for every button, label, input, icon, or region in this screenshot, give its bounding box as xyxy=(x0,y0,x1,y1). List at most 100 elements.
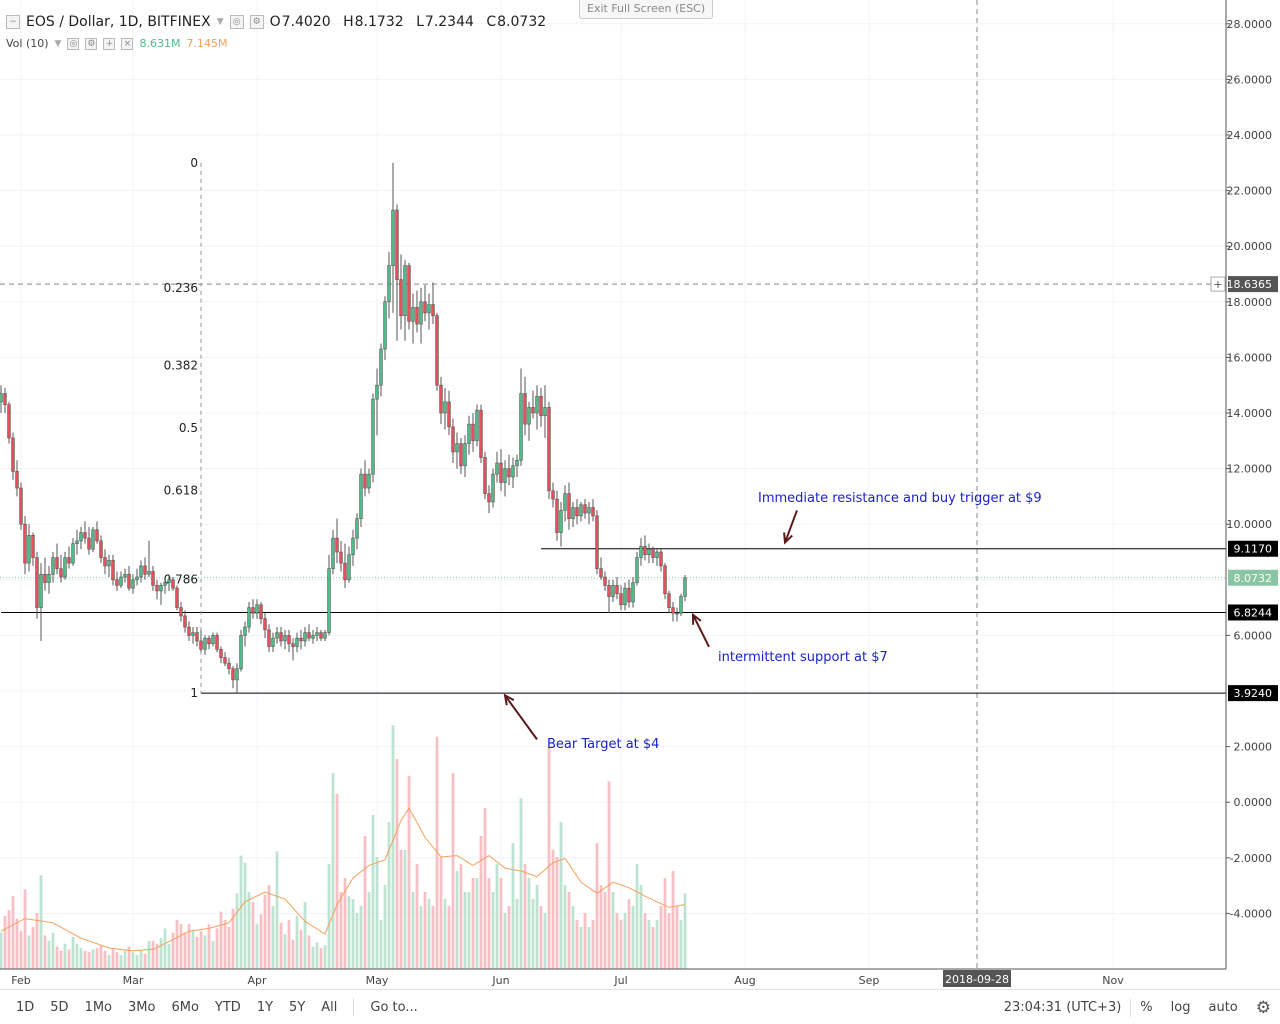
line-price-label: 6.8244 xyxy=(1234,606,1273,619)
add-icon[interactable]: + xyxy=(103,37,116,50)
candle-body xyxy=(443,401,447,414)
timeframe-1d[interactable]: 1D xyxy=(16,999,35,1015)
candle-body xyxy=(595,515,599,569)
candle xyxy=(611,579,615,603)
candle-body xyxy=(115,579,119,586)
candle-body xyxy=(475,409,479,442)
candle-body xyxy=(267,629,271,647)
volume-bar xyxy=(331,773,335,969)
candle xyxy=(27,524,31,572)
timeframe-1mo[interactable]: 1Mo xyxy=(84,999,113,1015)
volume-bar xyxy=(155,943,159,969)
volume-bar xyxy=(31,927,35,969)
candle-body xyxy=(3,393,7,405)
fib-level-label: 1 xyxy=(190,686,198,700)
high-value: 8.1732 xyxy=(354,14,404,30)
gear-icon[interactable]: ⚙ xyxy=(1255,997,1271,1018)
settings-small-icon[interactable]: ⚙ xyxy=(249,15,264,29)
symbol-title[interactable]: EOS / Dollar, 1D, BITFINEX xyxy=(26,14,211,30)
candle xyxy=(555,490,559,541)
time-tick-label: Mar xyxy=(123,974,144,987)
candle-body xyxy=(571,507,575,519)
timeframe-5y[interactable]: 5Y xyxy=(289,999,306,1015)
candle xyxy=(503,460,507,497)
candle-body xyxy=(183,615,187,628)
candle xyxy=(359,468,363,527)
volume-bar xyxy=(535,885,539,969)
candle xyxy=(615,577,619,600)
candle-body xyxy=(11,437,15,472)
exit-fullscreen-button[interactable]: Exit Full Screen (ESC) xyxy=(579,0,714,19)
collapse-icon[interactable]: − xyxy=(6,15,20,29)
arrow-head xyxy=(691,612,702,625)
timeframe-1y[interactable]: 1Y xyxy=(256,999,274,1015)
volume-tick-label: -2.0000 xyxy=(1230,852,1272,865)
candle-body xyxy=(491,473,495,503)
close-icon[interactable]: × xyxy=(121,37,134,50)
candle-body xyxy=(191,632,195,636)
candle-body xyxy=(611,585,615,597)
chevron-down-icon[interactable]: ▼ xyxy=(216,17,224,27)
time-tick-label: Jun xyxy=(491,974,509,987)
candle xyxy=(63,552,67,580)
candle-body xyxy=(347,554,351,581)
candle xyxy=(487,485,491,514)
volume-bar xyxy=(167,943,171,969)
volume-label[interactable]: Vol (10) xyxy=(6,37,49,50)
candle xyxy=(671,602,675,622)
add-alert-icon[interactable] xyxy=(1210,276,1226,292)
settings-small-icon[interactable]: ⚙ xyxy=(85,37,98,50)
percent-scale-button[interactable]: % xyxy=(1140,1000,1153,1015)
candle-body xyxy=(143,565,147,575)
price-tick-label: 6.0000 xyxy=(1234,629,1273,642)
volume-bar xyxy=(319,948,323,969)
candle xyxy=(199,629,203,653)
fib-level-label: 0.382 xyxy=(164,358,198,372)
volume-bar xyxy=(655,920,659,969)
candle-body xyxy=(83,532,87,539)
eye-icon[interactable]: ◎ xyxy=(229,15,244,29)
timeframe-5d[interactable]: 5D xyxy=(50,999,69,1015)
price-tick-label: 22.0000 xyxy=(1227,185,1273,198)
auto-scale-button[interactable]: auto xyxy=(1208,1000,1238,1015)
arrow-shaft xyxy=(504,694,538,740)
goto-button[interactable]: Go to... xyxy=(370,999,418,1015)
timeframe-ytd[interactable]: YTD xyxy=(214,999,241,1015)
candle xyxy=(515,454,519,477)
candle-body xyxy=(435,315,439,386)
volume-bar xyxy=(127,946,131,969)
candle-body xyxy=(307,632,311,639)
candle xyxy=(371,393,375,483)
candle xyxy=(47,565,51,594)
log-scale-button[interactable]: log xyxy=(1170,1000,1191,1015)
candle-body xyxy=(315,632,319,636)
candle xyxy=(355,513,359,550)
candle xyxy=(35,552,39,619)
candle xyxy=(227,657,231,675)
volume-bar xyxy=(207,924,211,969)
candle xyxy=(443,387,447,430)
chevron-down-icon[interactable]: ▼ xyxy=(54,38,62,49)
timeframe-6mo[interactable]: 6Mo xyxy=(171,999,199,1015)
candle xyxy=(595,510,599,575)
candle-body xyxy=(163,582,167,586)
timeframe-all[interactable]: All xyxy=(321,999,338,1015)
volume-bar xyxy=(363,836,367,969)
candle xyxy=(603,571,607,591)
candle-body xyxy=(71,543,75,564)
eye-icon[interactable]: ◎ xyxy=(67,37,80,50)
candle-body xyxy=(95,529,99,542)
candle xyxy=(683,574,687,602)
clock: 23:04:31 (UTC+3) xyxy=(1003,1000,1122,1015)
candle xyxy=(387,251,391,319)
time-tick-label: Feb xyxy=(11,974,30,987)
volume-bar xyxy=(539,906,543,969)
candle xyxy=(267,624,271,653)
timeframe-3mo[interactable]: 3Mo xyxy=(128,999,156,1015)
plus-icon: + xyxy=(1213,278,1222,291)
volume-bar xyxy=(683,893,687,969)
candle-body xyxy=(459,443,463,467)
symbol-legend: − EOS / Dollar, 1D, BITFINEX ▼ ◎ ⚙ O7.40… xyxy=(6,14,554,30)
candle xyxy=(391,162,395,313)
